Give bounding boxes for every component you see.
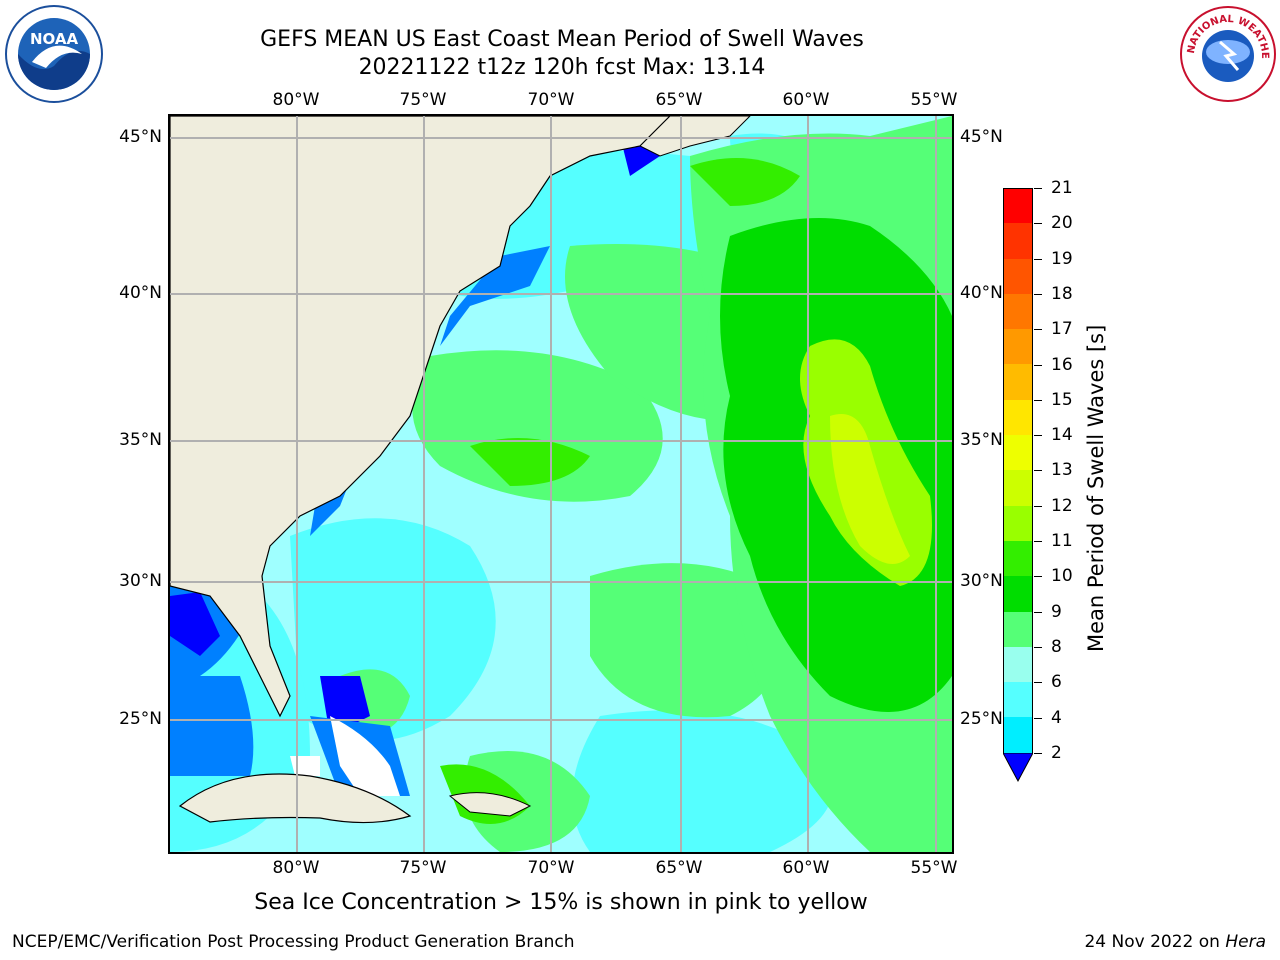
footer-date: 24 Nov 2022 on Hera (1084, 932, 1266, 952)
map-panel (168, 114, 954, 854)
colorbar-segment (1003, 646, 1033, 683)
colorbar-tick-label: 11 (1051, 531, 1073, 551)
noaa-logo: NOAA (2, 4, 106, 108)
colorbar-segment (1003, 399, 1033, 436)
colorbar-segment (1003, 540, 1033, 577)
colorbar-segment (1003, 505, 1033, 541)
lon-bottom-label: 60°W (782, 858, 830, 878)
colorbar-segment (1003, 364, 1033, 400)
colorbar-tick (1034, 399, 1042, 401)
colorbar-segment (1003, 717, 1033, 753)
colorbar-tick (1034, 435, 1042, 437)
lon-bottom-label: 80°W (272, 858, 320, 878)
lat-right-label: 35°N (960, 430, 1003, 450)
colorbar-tick-label: 17 (1051, 319, 1073, 340)
colorbar-segment (1003, 258, 1033, 294)
title-line-1: GEFS MEAN US East Coast Mean Period of S… (260, 27, 864, 52)
lat-left-label: 40°N (119, 283, 162, 303)
title-line-2: 20221122 t12z 120h fcst Max: 13.14 (358, 55, 766, 80)
colorbar-tick (1034, 576, 1042, 578)
colorbar-segment (1003, 576, 1033, 612)
colorbar-segment (1003, 470, 1033, 506)
colorbar (1003, 188, 1033, 783)
lon-top-label: 55°W (910, 90, 958, 110)
map-title: GEFS MEAN US East Coast Mean Period of S… (160, 26, 964, 82)
colorbar-segment (1003, 611, 1033, 647)
noaa-logo-text: NOAA (30, 30, 79, 48)
footer-machine: Hera (1225, 932, 1266, 952)
colorbar-tick-label: 16 (1051, 354, 1073, 375)
colorbar-tick (1034, 470, 1042, 472)
colorbar-segment (1003, 329, 1033, 365)
colorbar-segment (1003, 293, 1033, 330)
colorbar-tick-label: 20 (1051, 213, 1073, 234)
colorbar-segment (1003, 188, 1033, 224)
colorbar-extend-triangle (1003, 752, 1033, 782)
colorbar-tick-label: 10 (1051, 566, 1073, 587)
colorbar-tick-label: 6 (1051, 672, 1062, 693)
colorbar-tick (1034, 329, 1042, 331)
colorbar-tick (1034, 682, 1042, 684)
footer-credit: NCEP/EMC/Verification Post Processing Pr… (12, 932, 575, 952)
colorbar-tick-label: 8 (1051, 636, 1062, 657)
lat-left-label: 45°N (119, 127, 162, 147)
lon-bottom-label: 70°W (527, 858, 575, 878)
colorbar-tick (1034, 717, 1042, 719)
colorbar-tick-label: 9 (1051, 601, 1062, 622)
colorbar-tick (1034, 188, 1042, 189)
colorbar-tick (1034, 293, 1042, 295)
colorbar-tick (1034, 258, 1042, 260)
colorbar-tick (1034, 541, 1042, 542)
colorbar-tick-label: 13 (1051, 460, 1073, 481)
colorbar-tick-label: 12 (1051, 495, 1073, 516)
lon-top-label: 75°W (399, 90, 447, 110)
lon-top-label: 70°W (527, 90, 575, 110)
colorbar-title: Mean Period of Swell Waves [s] (1084, 324, 1108, 652)
colorbar-tick-label: 14 (1051, 425, 1073, 446)
colorbar-tick (1034, 611, 1042, 613)
colorbar-segment (1003, 223, 1033, 259)
lat-left-label: 35°N (119, 430, 162, 450)
lon-bottom-label: 55°W (910, 858, 958, 878)
colorbar-segment (1003, 435, 1033, 471)
colorbar-tick-label: 4 (1051, 707, 1062, 728)
lon-top-label: 65°W (655, 90, 703, 110)
lon-top-label: 60°W (782, 90, 830, 110)
lon-bottom-label: 65°W (655, 858, 703, 878)
colorbar-tick-label: 18 (1051, 283, 1073, 304)
colorbar-tick (1034, 752, 1042, 754)
colorbar-tick-label: 21 (1051, 178, 1073, 198)
colorbar-tick (1034, 223, 1042, 225)
colorbar-tick-label: 19 (1051, 248, 1073, 269)
footer-date-text: 24 Nov 2022 on (1084, 932, 1226, 952)
nws-logo: NATIONAL WEATHER SERVICE (1172, 0, 1280, 108)
lat-left-label: 25°N (119, 709, 162, 729)
colorbar-segment (1003, 682, 1033, 718)
lat-left-label: 30°N (119, 571, 162, 591)
lat-right-label: 45°N (960, 127, 1003, 147)
lon-top-label: 80°W (272, 90, 320, 110)
colorbar-tick-label: 15 (1051, 389, 1073, 410)
colorbar-tick-label: 2 (1051, 742, 1062, 763)
lat-right-label: 25°N (960, 709, 1003, 729)
sea-ice-note: Sea Ice Concentration > 15% is shown in … (254, 890, 868, 915)
colorbar-tick (1034, 505, 1042, 507)
colorbar-tick (1034, 364, 1042, 366)
colorbar-tick (1034, 646, 1042, 648)
lat-right-label: 40°N (960, 283, 1003, 303)
lon-bottom-label: 75°W (399, 858, 447, 878)
lat-right-label: 30°N (960, 571, 1003, 591)
